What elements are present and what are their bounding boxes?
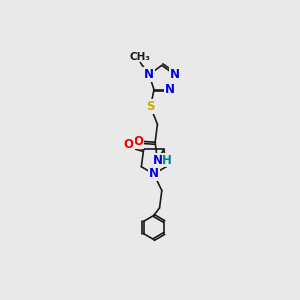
Text: H: H <box>162 154 172 167</box>
Text: N: N <box>152 154 162 167</box>
Text: N: N <box>144 68 154 81</box>
Text: O: O <box>124 138 134 151</box>
Text: O: O <box>134 135 143 148</box>
Text: N: N <box>165 83 175 96</box>
Text: N: N <box>149 167 159 180</box>
Text: S: S <box>146 100 155 113</box>
Text: CH₃: CH₃ <box>130 52 151 62</box>
Text: N: N <box>169 68 180 81</box>
